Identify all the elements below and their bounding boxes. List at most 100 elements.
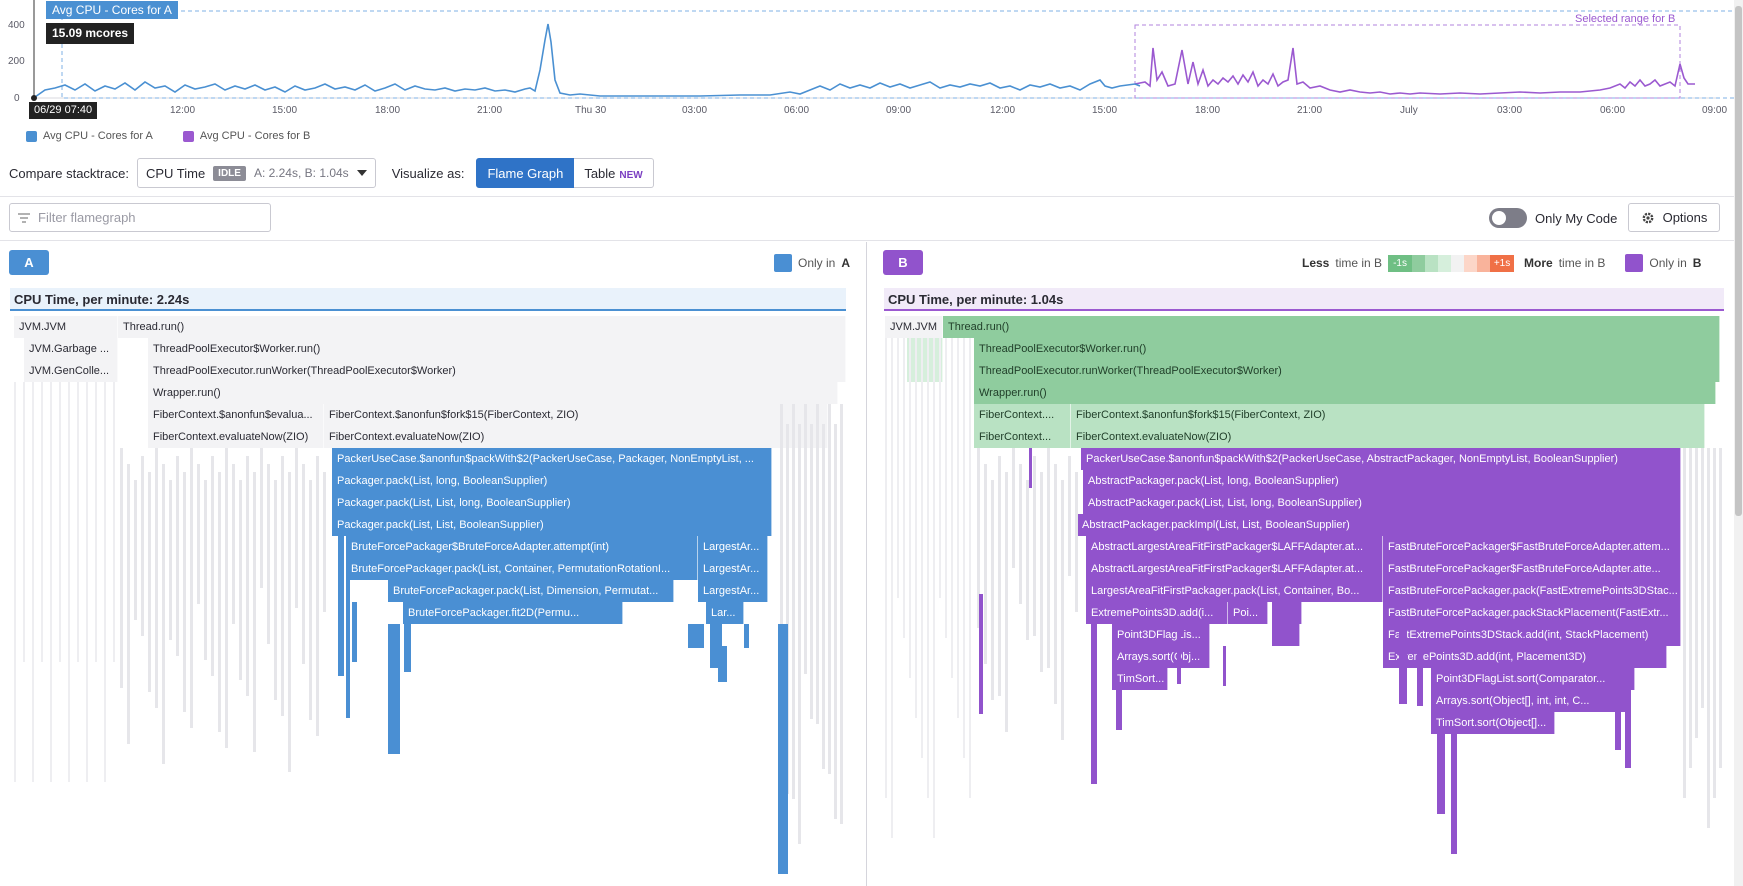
frame[interactable]: LargestAreaFitFirstPackager.pack(List, C… [1086, 580, 1383, 602]
frame[interactable]: ExtremePoints3D.add(i... [1086, 602, 1228, 624]
frame[interactable]: JVM.JVM [885, 316, 943, 338]
frame[interactable]: FiberContext.evaluateNow(ZIO) [148, 426, 324, 448]
frame[interactable]: Lar... [706, 602, 744, 624]
frame-unnamed[interactable] [1272, 624, 1300, 646]
frame[interactable]: JVM.JVM [14, 316, 118, 338]
options-button[interactable]: Options [1628, 203, 1720, 232]
filter-divider [0, 240, 1743, 241]
flame-graph-b[interactable]: JVM.JVM Thread.run() ThreadPoolExecutor$… [877, 314, 1741, 886]
x-tick-11: 21:00 [1297, 105, 1322, 116]
selected-range-label: Selected range for B [1575, 13, 1676, 25]
flame-sliver [232, 464, 235, 624]
frame[interactable]: AbstractPackager.pack(List, long, Boolea… [1083, 470, 1681, 492]
frame[interactable]: Arrays.sort(Obj... [1112, 646, 1210, 668]
frame[interactable]: PackerUseCase.$anonfun$packWith$2(Packer… [332, 448, 772, 470]
flame-sliver [979, 594, 983, 714]
chevron-down-icon [356, 170, 367, 176]
frame[interactable]: BruteForcePackager.pack(List, Dimension,… [388, 580, 674, 602]
frame[interactable]: BruteForcePackager.fit2D(Permu... [403, 602, 623, 624]
frame[interactable]: FiberContext.evaluateNow(ZIO) [324, 426, 828, 448]
frame[interactable]: Thread.run() [118, 316, 846, 338]
less-rest: time in B [1335, 256, 1383, 270]
flame-sliver [1451, 734, 1457, 854]
frame[interactable]: Packager.pack(List, List, BooleanSupplie… [332, 514, 772, 536]
x-tick-15: 09:00 [1702, 105, 1727, 116]
frame[interactable]: FastExtremePoints3DStack.add(int, StackP… [1383, 624, 1681, 646]
frame[interactable]: BruteForcePackager.pack(List, Container,… [346, 558, 698, 580]
frame[interactable]: TimSort.sort(Object[]... [1431, 712, 1555, 734]
compare-toolbar: Compare stacktrace: CPU Time IDLE A: 2.2… [0, 158, 1743, 188]
legend-item-a[interactable]: Avg CPU - Cores for A [26, 130, 153, 142]
frame[interactable]: JVM.GenColle... [24, 360, 118, 382]
frame[interactable]: ExtremePoints3D.add(int, Placement3D) [1383, 646, 1667, 668]
flame-sliver [41, 382, 43, 662]
frame[interactable]: FastBruteForcePackager$FastBruteForceAda… [1383, 558, 1681, 580]
frame[interactable]: Packager.pack(List, List, long, BooleanS… [332, 492, 772, 514]
flame-graph-a[interactable]: JVM.JVM Thread.run() JVM.Garbage ... Thr… [0, 314, 864, 886]
frame[interactable]: FiberContext.$anonfun$fork$15(FiberConte… [1071, 404, 1705, 426]
frame[interactable]: FastBruteForcePackager.packStackPlacemen… [1383, 602, 1681, 624]
flame-pane-a: A Only in A CPU Time, per minute: 2.24s … [0, 242, 864, 886]
compare-stacktrace-select[interactable]: CPU Time IDLE A: 2.24s, B: 1.04s [136, 158, 376, 188]
page-scrollbar[interactable] [1734, 0, 1743, 886]
frame[interactable]: FiberContext... [974, 426, 1071, 448]
frame-unnamed[interactable] [1272, 602, 1302, 624]
frame[interactable]: Point3DFlagList.sort(Comparator... [1431, 668, 1635, 690]
frame[interactable]: FastBruteForcePackager$FastBruteForceAda… [1383, 536, 1681, 558]
frame[interactable]: ThreadPoolExecutor.runWorker(ThreadPoolE… [974, 360, 1720, 382]
frame[interactable]: LargestAr... [698, 536, 768, 558]
frame[interactable]: Packager.pack(List, long, BooleanSupplie… [332, 470, 772, 492]
frame-unnamed[interactable] [907, 360, 943, 382]
only-my-code-toggle[interactable] [1489, 208, 1527, 228]
frame[interactable]: PackerUseCase.$anonfun$packWith$2(Packer… [1081, 448, 1681, 470]
frame[interactable]: JVM.Garbage ... [24, 338, 118, 360]
flame-sliver [977, 448, 980, 628]
flame-sliver [810, 424, 813, 719]
frame[interactable]: FastBruteForcePackager.pack(FastExtremeP… [1383, 580, 1681, 602]
frame[interactable]: Poi... [1228, 602, 1268, 624]
frame[interactable]: LargestAr... [698, 558, 768, 580]
frame[interactable]: FiberContext.evaluateNow(ZIO) [1071, 426, 1705, 448]
frame-unnamed[interactable] [907, 338, 943, 360]
frame[interactable]: LargestAr... [698, 580, 768, 602]
range-a-box[interactable] [61, 10, 1741, 99]
cursor-date: 06/29 07:40 [29, 102, 98, 119]
frame[interactable]: ThreadPoolExecutor$Worker.run() [148, 338, 846, 360]
frame[interactable]: AbstractPackager.packImpl(List, List, Bo… [1077, 514, 1681, 536]
filter-input[interactable] [38, 210, 258, 225]
frame[interactable]: ThreadPoolExecutor$Worker.run() [974, 338, 1720, 360]
frame[interactable]: TimSort... [1112, 668, 1168, 690]
pane-divider[interactable] [866, 242, 867, 886]
frame[interactable]: Wrapper.run() [974, 382, 1716, 404]
only-my-code-label: Only My Code [1535, 211, 1618, 226]
table-button[interactable]: Table NEW [574, 158, 654, 188]
flame-sliver [218, 472, 221, 732]
frame[interactable]: BruteForcePackager$BruteForceAdapter.att… [346, 536, 698, 558]
cpu-timeline-chart[interactable]: 400 200 0 12:00 15:00 18:00 21:00 Thu 30… [0, 0, 1743, 150]
frame[interactable]: FiberContext.$anonfun$fork$15(FiberConte… [324, 404, 828, 426]
scrollbar-thumb[interactable] [1735, 6, 1742, 516]
filter-box[interactable] [9, 203, 271, 232]
flame-graph-button[interactable]: Flame Graph [476, 158, 575, 188]
tooltip-title: Avg CPU - Cores for A [46, 1, 178, 19]
frame[interactable]: Point3DFlagLis... [1112, 624, 1210, 646]
flame-sliver [786, 424, 789, 794]
flame-sliver [77, 382, 79, 662]
range-b-box[interactable] [1134, 24, 1681, 99]
legend-item-b[interactable]: Avg CPU - Cores for B [182, 130, 310, 142]
frame[interactable]: Wrapper.run() [148, 382, 838, 404]
frame[interactable]: AbstractLargestAreaFitFirstPackager$LAFF… [1086, 558, 1383, 580]
frame[interactable]: ThreadPoolExecutor.runWorker(ThreadPoolE… [148, 360, 846, 382]
flame-sliver [148, 472, 151, 692]
flame-sliver [909, 338, 911, 678]
frame[interactable]: Arrays.sort(Object[], int, int, C... [1431, 690, 1631, 712]
flame-sliver [897, 338, 899, 598]
frame[interactable]: FiberContext.... [974, 404, 1071, 426]
flame-sliver [822, 424, 825, 769]
frame[interactable]: FiberContext.$anonfun$evalua... [148, 404, 324, 426]
frame[interactable]: AbstractLargestAreaFitFirstPackager$LAFF… [1086, 536, 1383, 558]
scale-cell [1412, 254, 1426, 272]
x-tick-8: 12:00 [990, 105, 1015, 116]
frame[interactable]: AbstractPackager.pack(List, List, long, … [1083, 492, 1681, 514]
frame[interactable]: Thread.run() [943, 316, 1720, 338]
